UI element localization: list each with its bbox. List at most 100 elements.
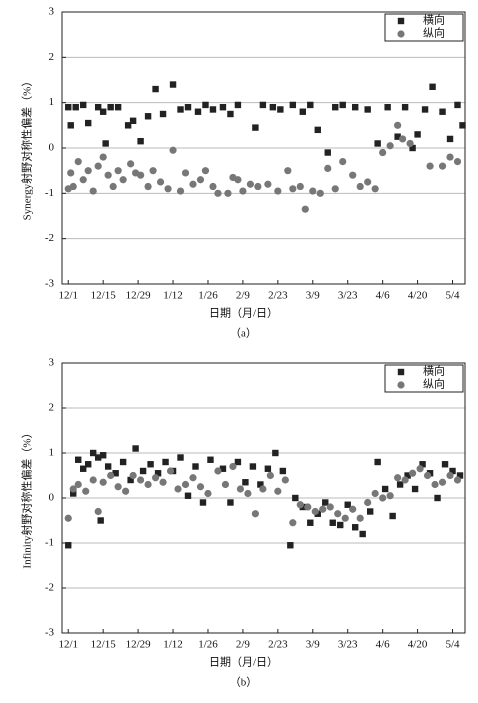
square-marker: [139, 467, 147, 475]
circle-marker: [224, 189, 232, 197]
legend-label: 纵向: [423, 26, 445, 40]
circle-marker: [122, 487, 130, 495]
y-tick-label: -1: [45, 187, 54, 199]
x-tick-label: 12/1: [58, 639, 78, 651]
circle-marker: [159, 478, 167, 486]
y-tick-label: 3: [49, 6, 55, 18]
circle-marker: [284, 167, 292, 175]
square-marker: [434, 494, 441, 502]
circle-marker: [266, 471, 274, 480]
x-tick-label: 1/26: [198, 290, 218, 302]
circle-marker: [364, 498, 372, 507]
y-tick-label: 2: [49, 402, 55, 414]
x-tick-label: 12/15: [91, 290, 117, 302]
square-marker: [449, 467, 456, 475]
square-marker: [446, 135, 454, 143]
circle-marker: [394, 121, 402, 129]
circle-marker: [371, 489, 379, 498]
plot-frame: [61, 362, 466, 634]
square-marker: [89, 449, 97, 457]
square-marker: [127, 476, 134, 484]
circle-marker: [399, 135, 407, 143]
circle-marker: [151, 474, 160, 482]
square-marker: [94, 104, 102, 111]
x-tick-label: 3/9: [306, 639, 321, 651]
y-tick-label: 3: [49, 357, 55, 369]
square-marker: [154, 470, 162, 477]
x-axis-label: 日期（月/日）: [209, 307, 278, 320]
square-marker: [119, 458, 127, 466]
square-marker: [314, 126, 321, 134]
square-marker: [277, 106, 284, 113]
square-marker: [202, 101, 209, 109]
x-tick-label: 1/12: [163, 290, 183, 302]
circle-marker: [109, 182, 117, 191]
square-marker: [384, 104, 391, 111]
circle-marker: [209, 182, 217, 191]
square-marker: [394, 133, 401, 140]
square-marker: [344, 501, 351, 508]
circle-marker: [244, 489, 252, 498]
square-marker: [421, 106, 429, 113]
circle-marker: [349, 171, 357, 179]
plot-frame: [61, 11, 466, 285]
square-marker: [219, 104, 227, 111]
square-marker: [85, 461, 92, 468]
circle-marker: [251, 510, 259, 518]
square-marker: [94, 454, 102, 461]
square-marker: [307, 519, 314, 526]
square-marker: [177, 106, 184, 113]
circle-marker: [259, 485, 267, 493]
x-tick-label: 4/6: [376, 639, 391, 651]
y-tick-label: 1: [49, 96, 55, 108]
circle-marker: [309, 187, 317, 195]
circle-marker: [137, 171, 145, 179]
square-marker: [411, 485, 419, 493]
square-marker: [324, 149, 331, 156]
circle-marker: [379, 494, 387, 502]
y-tick-label: 2: [49, 51, 55, 63]
square-marker: [65, 542, 72, 549]
square-marker: [259, 101, 267, 109]
circle-marker: [438, 478, 447, 486]
x-tick-label: 12/29: [126, 290, 152, 302]
legend-label: 横向: [423, 364, 445, 378]
square-marker: [129, 117, 137, 124]
square-marker: [419, 461, 426, 468]
circle-marker: [74, 158, 82, 166]
square-marker: [144, 113, 152, 120]
square-marker: [409, 144, 416, 152]
square-marker: [337, 521, 344, 529]
x-tick-label: 3/23: [338, 290, 358, 302]
circle-marker: [221, 480, 230, 489]
circle-marker: [406, 139, 414, 148]
circle-marker: [189, 474, 197, 482]
square-marker: [272, 449, 279, 457]
square-marker: [404, 472, 411, 479]
circle-marker: [82, 487, 90, 495]
circle-marker: [334, 510, 342, 518]
square-marker: [207, 456, 214, 463]
square-marker: [234, 101, 242, 109]
circle-marker: [289, 519, 297, 527]
circle-marker: [438, 162, 447, 170]
circle-marker: [156, 178, 165, 186]
square-marker: [219, 465, 227, 472]
x-tick-label: 4/6: [376, 290, 391, 302]
square-marker: [396, 481, 404, 488]
circle-marker: [446, 471, 454, 480]
y-tick-label: -1: [45, 537, 54, 549]
square-marker: [299, 108, 307, 115]
circle-marker: [431, 480, 439, 489]
circle-marker: [129, 471, 137, 480]
circle-marker: [69, 485, 77, 493]
x-tick-label: 5/4: [445, 639, 460, 651]
circle-marker: [201, 167, 210, 175]
caption: （a）: [230, 327, 257, 340]
circle-marker: [229, 462, 237, 471]
circle-marker: [79, 176, 87, 184]
x-tick-label: 2/9: [236, 639, 251, 651]
circle-marker: [379, 148, 387, 157]
circle-marker: [99, 153, 107, 161]
square-marker: [454, 101, 461, 109]
